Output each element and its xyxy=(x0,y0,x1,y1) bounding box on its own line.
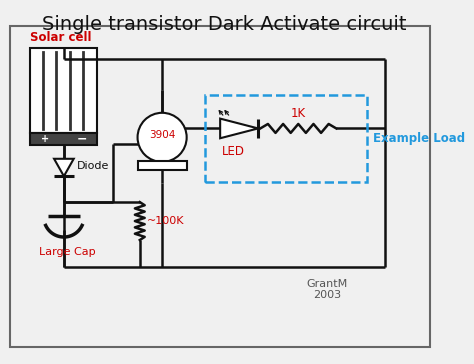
Text: 1K: 1K xyxy=(291,107,306,120)
Bar xyxy=(204,95,367,182)
Text: ~100K: ~100K xyxy=(146,216,184,226)
Text: Large Cap: Large Cap xyxy=(39,247,96,257)
Text: Solar cell: Solar cell xyxy=(30,32,92,44)
Text: LED: LED xyxy=(222,145,245,158)
Text: +: + xyxy=(41,134,49,144)
Circle shape xyxy=(137,113,187,162)
Text: Example Load: Example Load xyxy=(373,132,465,145)
Text: −: − xyxy=(76,132,87,146)
Bar xyxy=(137,161,187,170)
Bar xyxy=(30,48,97,133)
Text: Diode: Diode xyxy=(76,161,109,171)
Text: Single transistor Dark Activate circuit: Single transistor Dark Activate circuit xyxy=(42,15,407,33)
Text: GrantM
2003: GrantM 2003 xyxy=(307,279,348,300)
Text: 3904: 3904 xyxy=(149,130,175,140)
Polygon shape xyxy=(220,119,258,138)
Polygon shape xyxy=(54,159,74,176)
Bar xyxy=(30,133,97,145)
